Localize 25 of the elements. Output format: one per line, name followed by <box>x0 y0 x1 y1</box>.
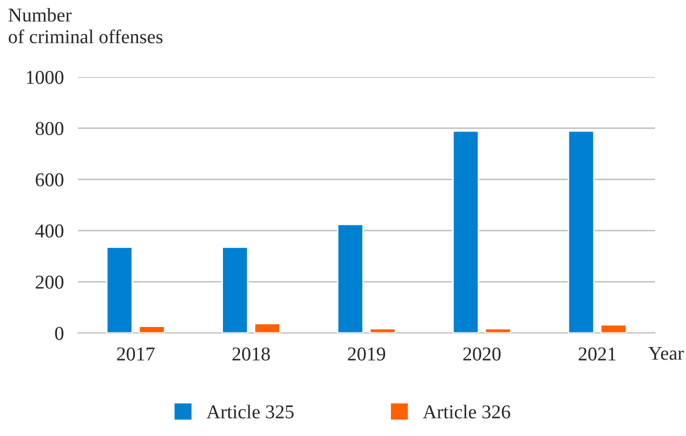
x-axis-title: Year <box>648 346 684 360</box>
bar <box>336 224 364 333</box>
bar <box>106 246 133 333</box>
y-tick-label: 600 <box>36 173 64 186</box>
y-tick-label: 1000 <box>26 70 64 84</box>
bar <box>222 246 248 333</box>
y-tick-label: 200 <box>36 276 64 289</box>
x-tick-label: 2021 <box>578 347 616 361</box>
x-tick-label: 2018 <box>232 347 270 361</box>
bar <box>369 328 396 333</box>
bar <box>452 130 480 333</box>
legend-label: Article 326 <box>422 404 510 418</box>
bar <box>138 326 166 333</box>
y-tick-label: 400 <box>35 224 64 238</box>
bar <box>484 328 512 333</box>
x-tick-label: 2017 <box>117 347 155 361</box>
bar <box>568 130 595 333</box>
y-tick-label: 800 <box>36 122 64 136</box>
bar <box>600 324 627 333</box>
y-tick-label: 0 <box>55 326 64 340</box>
legend-label: Article 325 <box>206 404 294 418</box>
y-axis-title: Number of criminal offenses <box>8 8 162 44</box>
x-tick-label: 2020 <box>463 347 501 361</box>
x-tick-label: 2019 <box>348 347 386 361</box>
bar <box>254 322 281 333</box>
